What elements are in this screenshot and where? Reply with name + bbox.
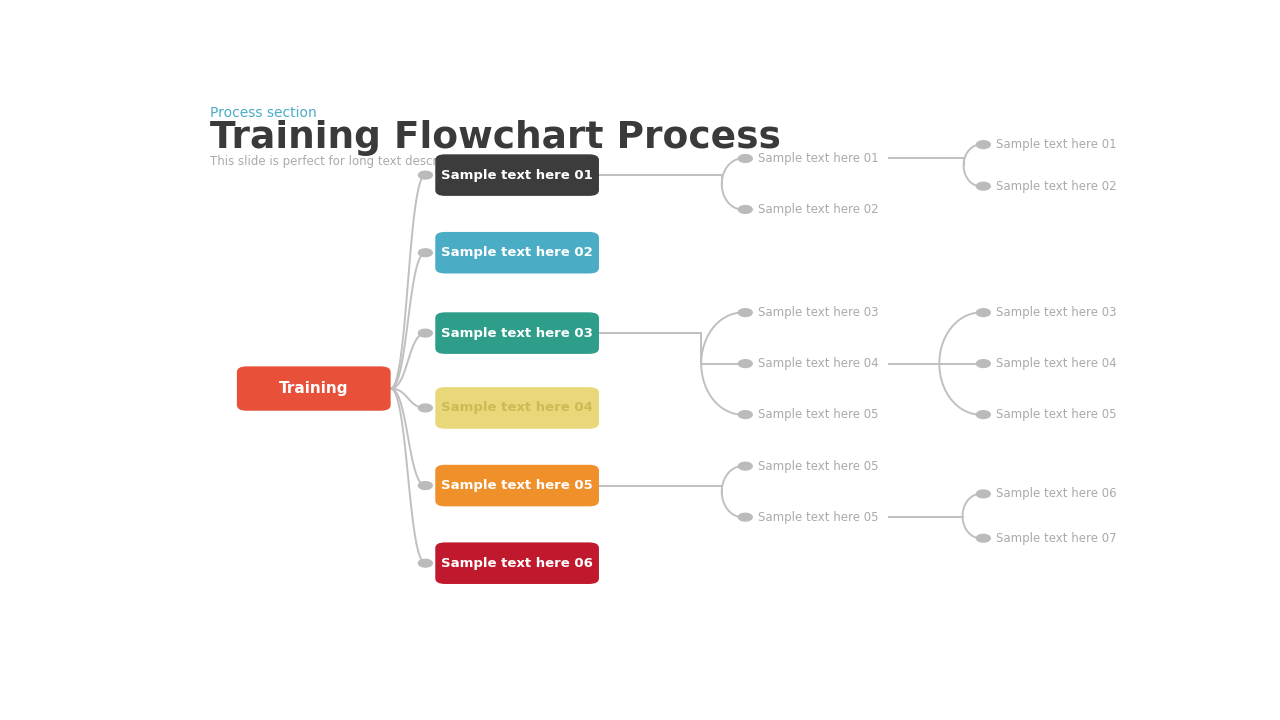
Text: Sample text here 05: Sample text here 05 (758, 408, 878, 421)
Text: Training Flowchart Process: Training Flowchart Process (210, 120, 781, 156)
Text: Sample text here 06: Sample text here 06 (442, 557, 593, 570)
Circle shape (419, 171, 433, 179)
Circle shape (419, 482, 433, 490)
Text: Sample text here 07: Sample text here 07 (996, 532, 1117, 545)
Circle shape (739, 155, 753, 162)
Text: Sample text here 01: Sample text here 01 (996, 138, 1117, 151)
Circle shape (977, 140, 991, 148)
Text: Sample text here 01: Sample text here 01 (758, 152, 879, 165)
FancyBboxPatch shape (237, 366, 390, 410)
Text: Sample text here 05: Sample text here 05 (758, 459, 878, 472)
Text: Sample text here 04: Sample text here 04 (442, 402, 593, 415)
Text: Sample text here 05: Sample text here 05 (758, 510, 878, 523)
Text: Sample text here 01: Sample text here 01 (442, 168, 593, 181)
Text: Sample text here 03: Sample text here 03 (758, 306, 878, 319)
Text: Sample text here 02: Sample text here 02 (442, 246, 593, 259)
Text: Sample text here 04: Sample text here 04 (758, 357, 879, 370)
Text: Sample text here 02: Sample text here 02 (996, 180, 1117, 193)
Circle shape (977, 309, 991, 317)
Text: Sample text here 06: Sample text here 06 (996, 487, 1117, 500)
FancyBboxPatch shape (435, 465, 599, 506)
FancyBboxPatch shape (435, 542, 599, 584)
FancyBboxPatch shape (435, 232, 599, 274)
Text: Sample text here 03: Sample text here 03 (996, 306, 1116, 319)
Circle shape (419, 249, 433, 256)
Circle shape (977, 490, 991, 498)
FancyBboxPatch shape (435, 154, 599, 196)
Text: Training: Training (279, 381, 348, 396)
Circle shape (739, 410, 753, 418)
Text: Sample text here 02: Sample text here 02 (758, 203, 879, 216)
Circle shape (419, 559, 433, 567)
Text: Sample text here 05: Sample text here 05 (996, 408, 1116, 421)
Text: Sample text here 05: Sample text here 05 (442, 479, 593, 492)
Text: Sample text here 03: Sample text here 03 (442, 327, 593, 340)
Circle shape (739, 513, 753, 521)
Circle shape (977, 182, 991, 190)
Circle shape (739, 206, 753, 213)
Circle shape (977, 360, 991, 367)
Circle shape (977, 410, 991, 418)
Circle shape (419, 404, 433, 412)
Text: Sample text here 04: Sample text here 04 (996, 357, 1117, 370)
Circle shape (977, 534, 991, 542)
Circle shape (739, 360, 753, 367)
Text: Process section: Process section (210, 106, 316, 120)
FancyBboxPatch shape (435, 312, 599, 354)
Circle shape (739, 462, 753, 470)
Circle shape (739, 309, 753, 317)
FancyBboxPatch shape (435, 387, 599, 428)
Text: This slide is perfect for long text descriptions: This slide is perfect for long text desc… (210, 155, 476, 168)
Circle shape (419, 329, 433, 337)
